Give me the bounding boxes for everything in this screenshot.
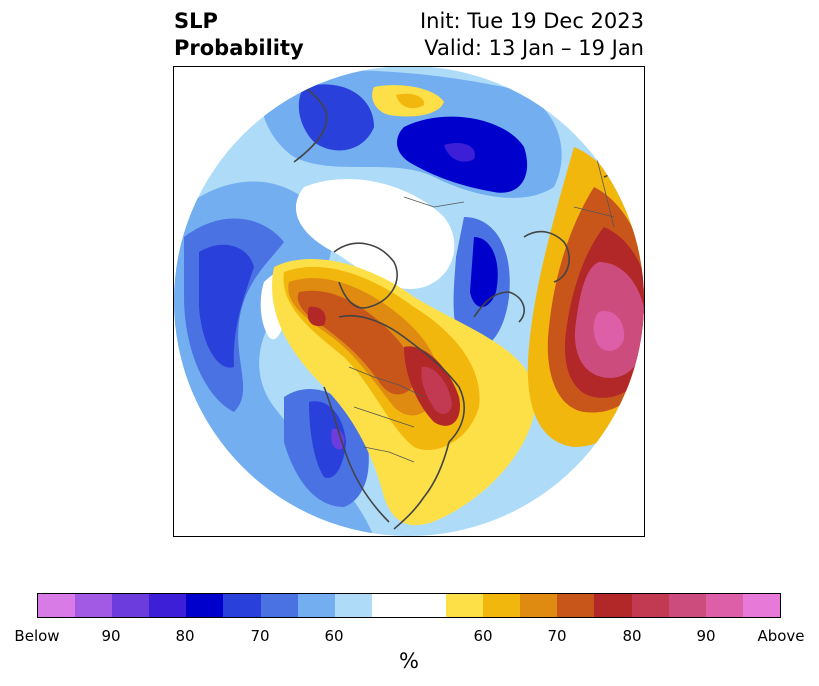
colorbar-segment <box>742 594 780 617</box>
colorbar-segment <box>149 594 187 617</box>
colorbar-segment <box>223 594 261 617</box>
colorbar-segment <box>260 594 298 617</box>
north-atlantic-core <box>470 237 498 307</box>
chart-dates: Init: Tue 19 Dec 2023 Valid: 13 Jan – 19… <box>420 8 644 62</box>
colorbar-segment <box>334 594 372 617</box>
title-variable: SLP <box>174 9 218 33</box>
colorbar-tick-label: 60 <box>324 627 344 645</box>
colorbar-tick-label: 80 <box>175 627 195 645</box>
colorbar-tick-label: 70 <box>250 627 270 645</box>
siberia-mid <box>298 84 374 151</box>
colorbar-tick-label: 70 <box>547 627 567 645</box>
map-panel <box>173 66 645 537</box>
init-date: Init: Tue 19 Dec 2023 <box>419 9 644 33</box>
colorbar-segment <box>483 594 521 617</box>
title-field: Probability <box>174 36 304 60</box>
western-us-peak <box>331 428 345 450</box>
colorbar-segment <box>297 594 335 617</box>
colorbar-segment <box>371 594 409 617</box>
colorbar-segment <box>75 594 113 617</box>
colorbar-segment <box>594 594 632 617</box>
colorbar-unit-label: % <box>399 649 419 673</box>
colorbar-segment <box>38 594 76 617</box>
colorbar-tick-label: 90 <box>101 627 121 645</box>
colorbar-segment <box>705 594 743 617</box>
europe-high-max <box>593 311 625 351</box>
probability-map <box>174 67 644 536</box>
colorbar-segment <box>186 594 224 617</box>
colorbar-segment <box>520 594 558 617</box>
colorbar-segment <box>668 594 706 617</box>
western-us-core <box>309 401 346 478</box>
pacific-low-core <box>199 244 254 368</box>
colorbar-tick-label: 60 <box>473 627 493 645</box>
north-america-high-core <box>297 290 415 395</box>
colorbar-segment <box>631 594 669 617</box>
arctic-low-peak <box>444 142 475 162</box>
chart-title: SLP Probability <box>174 8 304 62</box>
alaska-high-peak <box>307 306 326 327</box>
siberia-high-core <box>396 93 425 109</box>
colorbar-tick-label: 90 <box>696 627 716 645</box>
canada-high-max <box>421 366 452 414</box>
colorbar-tick-label: 80 <box>622 627 642 645</box>
colorbar-segment <box>408 594 447 617</box>
colorbar-segment <box>446 594 484 617</box>
colorbar <box>37 593 781 618</box>
colorbar-tick-label: Below <box>14 627 60 645</box>
colorbar-segment <box>557 594 595 617</box>
colorbar-tick-label: Above <box>757 627 805 645</box>
valid-range: Valid: 13 Jan – 19 Jan <box>424 36 644 60</box>
near-normal-arctic <box>295 178 455 289</box>
colorbar-segment <box>112 594 150 617</box>
